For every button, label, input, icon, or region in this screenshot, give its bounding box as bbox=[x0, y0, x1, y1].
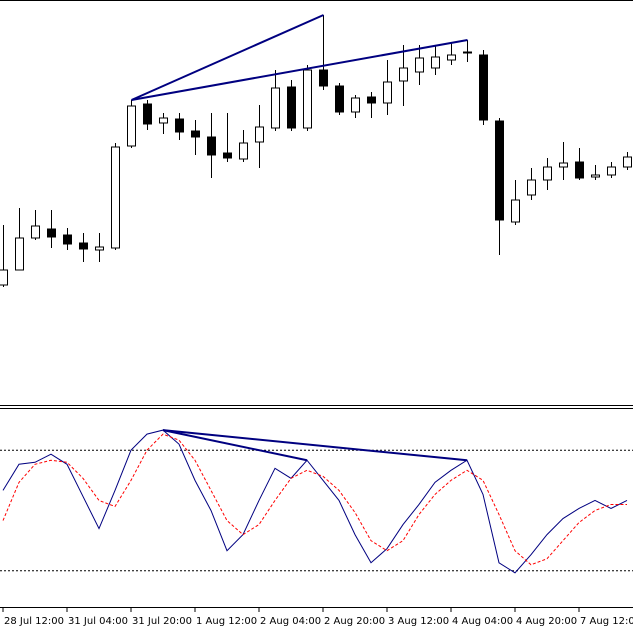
candle-body bbox=[335, 85, 344, 113]
x-tick-label: 4 Aug 20:00 bbox=[516, 616, 577, 627]
candle-body bbox=[239, 142, 248, 160]
candle-body bbox=[319, 69, 328, 87]
candle-body bbox=[15, 237, 24, 271]
candle-body bbox=[47, 228, 56, 238]
candle-body bbox=[223, 152, 232, 159]
candle-body bbox=[607, 166, 616, 176]
candle-body bbox=[479, 54, 488, 121]
series-line bbox=[2, 433, 627, 566]
candle-body bbox=[63, 234, 72, 245]
trendline bbox=[162, 429, 308, 462]
candle-body bbox=[575, 161, 584, 179]
candle-body bbox=[415, 57, 424, 73]
candle-body bbox=[623, 156, 632, 168]
trendline bbox=[162, 429, 468, 462]
candle-body bbox=[543, 166, 552, 181]
candle-body bbox=[175, 118, 184, 133]
candle-body bbox=[447, 54, 456, 61]
x-tick-label: 31 Jul 20:00 bbox=[132, 616, 192, 627]
candle-body bbox=[367, 96, 376, 104]
candle-body bbox=[255, 126, 264, 143]
x-tick-label: 4 Aug 04:00 bbox=[452, 616, 513, 627]
candle-body bbox=[591, 174, 600, 178]
x-tick-label: 2 Aug 04:00 bbox=[260, 616, 321, 627]
candle-body bbox=[351, 97, 360, 113]
candle-body bbox=[207, 136, 216, 156]
candle-body bbox=[399, 67, 408, 82]
candle-body bbox=[271, 87, 280, 129]
x-tick-label: 1 Aug 12:00 bbox=[196, 616, 257, 627]
x-tick-label: 7 Aug 12:00 bbox=[580, 616, 633, 627]
x-tick-label: 3 Aug 12:00 bbox=[388, 616, 449, 627]
trendline bbox=[131, 14, 324, 101]
candle-body bbox=[191, 130, 200, 138]
candle-body bbox=[95, 246, 104, 251]
x-tick-label: 28 Jul 12:00 bbox=[4, 616, 64, 627]
candle-body bbox=[143, 103, 152, 125]
candle-body bbox=[79, 242, 88, 250]
candle-body bbox=[527, 179, 536, 196]
candle-body bbox=[159, 117, 168, 124]
candle-body bbox=[127, 105, 136, 147]
candle-body bbox=[0, 269, 8, 286]
candle-body bbox=[511, 199, 520, 223]
candle-body bbox=[303, 69, 312, 129]
candle-body bbox=[383, 81, 392, 104]
candle-body bbox=[31, 225, 40, 239]
candle-body bbox=[287, 86, 296, 129]
series-line bbox=[2, 429, 628, 574]
candle-body bbox=[463, 51, 472, 54]
candle-body bbox=[431, 56, 440, 69]
x-tick-label: 31 Jul 04:00 bbox=[68, 616, 128, 627]
candle-body bbox=[495, 120, 504, 221]
trendline bbox=[131, 39, 468, 101]
candle-body bbox=[559, 162, 568, 168]
x-tick-label: 2 Aug 20:00 bbox=[324, 616, 385, 627]
candle-body bbox=[111, 146, 120, 249]
